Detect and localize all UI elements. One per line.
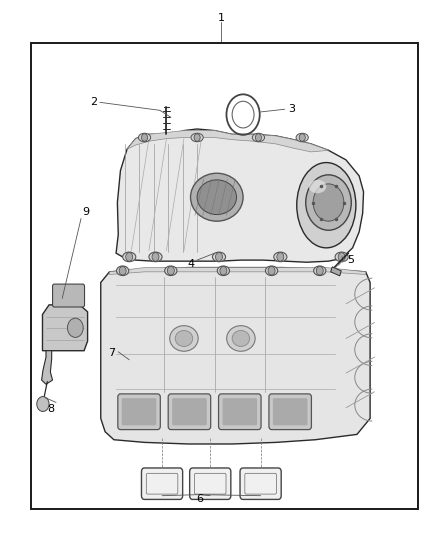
Text: 9: 9 bbox=[82, 207, 89, 217]
Polygon shape bbox=[127, 131, 328, 152]
Circle shape bbox=[306, 175, 351, 230]
Text: 4: 4 bbox=[187, 259, 194, 269]
Circle shape bbox=[152, 253, 159, 261]
Ellipse shape bbox=[265, 266, 278, 276]
Ellipse shape bbox=[227, 326, 255, 351]
Ellipse shape bbox=[197, 180, 237, 215]
Circle shape bbox=[338, 253, 345, 261]
Ellipse shape bbox=[149, 252, 162, 262]
FancyBboxPatch shape bbox=[219, 394, 261, 430]
Circle shape bbox=[268, 266, 275, 275]
Circle shape bbox=[255, 134, 261, 141]
Ellipse shape bbox=[117, 266, 129, 276]
Circle shape bbox=[313, 184, 344, 221]
FancyBboxPatch shape bbox=[223, 398, 257, 425]
Ellipse shape bbox=[175, 330, 193, 346]
Circle shape bbox=[220, 266, 227, 275]
Ellipse shape bbox=[212, 252, 226, 262]
Polygon shape bbox=[42, 305, 88, 351]
Text: 7: 7 bbox=[108, 348, 115, 358]
Circle shape bbox=[119, 266, 126, 275]
Ellipse shape bbox=[335, 252, 348, 262]
Polygon shape bbox=[116, 129, 364, 262]
FancyBboxPatch shape bbox=[172, 398, 207, 425]
Circle shape bbox=[194, 134, 200, 141]
Text: 2: 2 bbox=[91, 98, 98, 107]
Ellipse shape bbox=[123, 252, 136, 262]
Polygon shape bbox=[101, 268, 370, 444]
Ellipse shape bbox=[274, 252, 287, 262]
FancyBboxPatch shape bbox=[273, 398, 307, 425]
Circle shape bbox=[277, 253, 284, 261]
Circle shape bbox=[126, 253, 133, 261]
Circle shape bbox=[215, 253, 223, 261]
Text: 3: 3 bbox=[288, 104, 295, 114]
Ellipse shape bbox=[191, 133, 203, 142]
Circle shape bbox=[316, 266, 323, 275]
Ellipse shape bbox=[297, 163, 356, 248]
FancyBboxPatch shape bbox=[168, 394, 211, 430]
Ellipse shape bbox=[165, 266, 177, 276]
Ellipse shape bbox=[309, 180, 326, 193]
Circle shape bbox=[141, 134, 148, 141]
FancyBboxPatch shape bbox=[269, 394, 311, 430]
FancyBboxPatch shape bbox=[118, 394, 160, 430]
FancyBboxPatch shape bbox=[141, 468, 183, 499]
Ellipse shape bbox=[138, 133, 151, 142]
Text: 5: 5 bbox=[347, 255, 354, 265]
Ellipse shape bbox=[296, 133, 308, 142]
Ellipse shape bbox=[191, 173, 243, 221]
Circle shape bbox=[167, 266, 174, 275]
FancyBboxPatch shape bbox=[122, 398, 156, 425]
Polygon shape bbox=[110, 268, 366, 274]
Circle shape bbox=[299, 134, 305, 141]
Ellipse shape bbox=[232, 330, 250, 346]
Text: 8: 8 bbox=[47, 405, 54, 414]
Bar bbox=[31, 43, 418, 509]
Bar bbox=[331, 267, 341, 276]
Ellipse shape bbox=[252, 133, 265, 142]
Text: 1: 1 bbox=[218, 13, 225, 23]
Ellipse shape bbox=[314, 266, 326, 276]
FancyBboxPatch shape bbox=[190, 468, 231, 499]
FancyBboxPatch shape bbox=[53, 284, 85, 307]
Circle shape bbox=[37, 397, 49, 411]
Polygon shape bbox=[42, 351, 53, 384]
FancyBboxPatch shape bbox=[240, 468, 281, 499]
Ellipse shape bbox=[170, 326, 198, 351]
Ellipse shape bbox=[217, 266, 230, 276]
Circle shape bbox=[67, 318, 83, 337]
Text: 6: 6 bbox=[196, 495, 203, 504]
